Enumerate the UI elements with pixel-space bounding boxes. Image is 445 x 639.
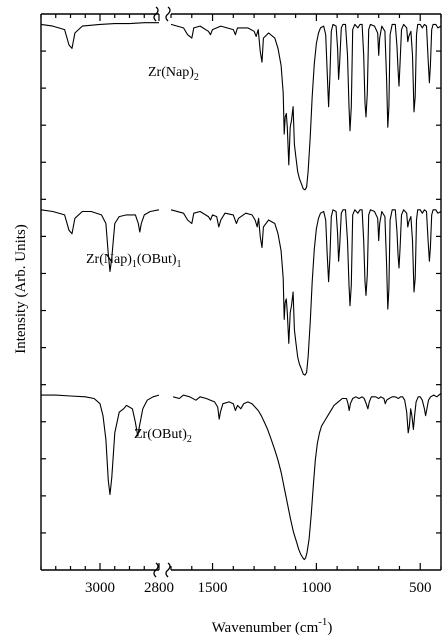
x-tick-label: 1000: [301, 580, 331, 596]
x-axis-title-close: ): [327, 620, 332, 636]
spectrum-line-1-segment-1: [170, 209, 442, 376]
spectrum-lines: [40, 22, 442, 561]
break-mark-bottom-left: [153, 562, 159, 578]
break-mark-bottom-right: [165, 562, 171, 578]
spectrum-line-0-segment-0: [40, 22, 159, 49]
y-axis-ticks: [41, 50, 441, 534]
x-tick-label: 500: [409, 580, 432, 596]
plot-frame: [40, 13, 442, 571]
x-tick-label: 1500: [198, 580, 228, 596]
break-mark-top-right: [165, 6, 171, 22]
axis-break-marks: [153, 6, 171, 578]
spectrum-line-1-segment-0: [40, 209, 160, 272]
spectrum-line-2-segment-1: [172, 392, 442, 561]
spectrum-label-1: Zr(Nap)1(OBut)1: [86, 252, 182, 270]
x-tick-label: 3000: [85, 580, 115, 596]
spectrum-label-2: Zr(OBut)2: [134, 427, 192, 445]
y-axis-title: Intensity (Arb. Units): [13, 224, 29, 354]
spectrum-labels: Zr(Nap)2 Zr(Nap)1(OBut)1 Zr(OBut)2: [86, 65, 199, 445]
spectrum-line-2-segment-0: [41, 394, 160, 496]
break-mark-top-left: [153, 6, 159, 22]
x-axis-title: Wavenumber (cm-1): [212, 616, 333, 636]
spectrum-line-0-segment-1: [170, 23, 442, 191]
x-axis-title-superscript: -1: [318, 616, 327, 628]
x-axis-ticks: 3000 2800 1500 1000 500: [40, 14, 442, 596]
spectrum-label-0: Zr(Nap)2: [148, 65, 199, 83]
x-tick-label: 2800: [144, 580, 174, 596]
